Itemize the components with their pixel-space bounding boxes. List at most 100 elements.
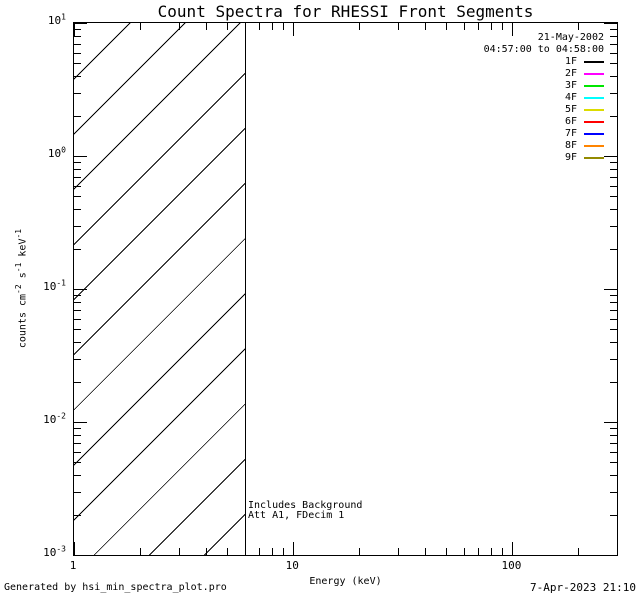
tick — [74, 302, 81, 303]
x-tick-label: 1 — [69, 559, 77, 572]
tick — [610, 226, 617, 227]
tick — [502, 23, 503, 30]
hatched-background-region — [74, 23, 245, 555]
legend-time-range: 04:57:00 to 04:58:00 — [483, 44, 604, 55]
tick — [74, 36, 81, 37]
tick — [610, 342, 617, 343]
tick — [446, 23, 447, 30]
tick — [74, 169, 81, 170]
tick — [74, 435, 81, 436]
legend-color-line — [584, 109, 604, 111]
tick — [610, 177, 617, 178]
tick — [293, 542, 294, 555]
tick — [398, 23, 399, 30]
tick — [179, 23, 180, 30]
tick — [227, 548, 228, 555]
tick — [610, 382, 617, 383]
tick — [610, 63, 617, 64]
tick — [74, 186, 81, 187]
legend-label: 1F — [564, 56, 577, 67]
legend-row: 5F — [484, 104, 604, 116]
legend-label: 9F — [564, 152, 577, 163]
tick — [74, 196, 81, 197]
tick — [74, 53, 81, 54]
tick — [206, 548, 207, 555]
legend-label: 5F — [564, 104, 577, 115]
tick — [610, 310, 617, 311]
x-tick-label: 10 — [285, 559, 299, 572]
legend-color-line — [584, 85, 604, 87]
y-tick-label: 10-3 — [43, 544, 66, 559]
annotation-attenuator-state: Att A1, FDecim 1 — [248, 510, 345, 521]
tick — [283, 23, 284, 30]
x-axis-title: Energy (keV) — [309, 576, 382, 587]
y-tick-label: 100 — [47, 145, 66, 160]
tick — [478, 23, 479, 30]
tick — [610, 492, 617, 493]
tick — [227, 23, 228, 30]
tick — [610, 435, 617, 436]
tick — [610, 319, 617, 320]
legend-label: 4F — [564, 92, 577, 103]
tick — [610, 36, 617, 37]
tick — [610, 329, 617, 330]
tick — [140, 23, 141, 30]
plot-area: 21-May-2002 04:57:00 to 04:58:00 1F 2F 3F 4… — [73, 22, 618, 556]
y-axis-title: counts cm-2 s-1 keV-1 — [14, 228, 29, 349]
legend: 21-May-2002 04:57:00 to 04:58:00 1F 2F 3F 4… — [484, 32, 604, 164]
tick — [610, 93, 617, 94]
tick — [610, 302, 617, 303]
tick — [610, 186, 617, 187]
tick — [74, 44, 81, 45]
tick — [578, 23, 579, 30]
tick — [478, 548, 479, 555]
tick — [245, 23, 246, 30]
legend-row: 1F — [484, 56, 604, 68]
tick — [74, 209, 81, 210]
tick — [74, 226, 81, 227]
legend-label: 6F — [564, 116, 577, 127]
tick — [610, 443, 617, 444]
tick — [74, 177, 81, 178]
tick — [604, 422, 617, 423]
tick — [604, 23, 617, 24]
legend-color-line — [584, 157, 604, 159]
x-tick-label: 100 — [501, 559, 522, 572]
tick — [74, 542, 75, 555]
tick — [259, 23, 260, 30]
tick — [74, 76, 81, 77]
tick — [74, 422, 87, 423]
legend-row: 2F — [484, 68, 604, 80]
tick — [259, 548, 260, 555]
tick — [283, 548, 284, 555]
tick — [74, 428, 81, 429]
tick — [502, 548, 503, 555]
tick — [425, 23, 426, 30]
legend-label: 7F — [564, 128, 577, 139]
tick — [74, 295, 81, 296]
tick — [491, 548, 492, 555]
tick — [359, 548, 360, 555]
tick — [245, 548, 246, 555]
tick — [604, 289, 617, 290]
tick — [610, 295, 617, 296]
tick — [74, 249, 81, 250]
legend-row: 8F — [484, 140, 604, 152]
tick — [74, 555, 87, 556]
tick — [74, 162, 81, 163]
tick — [512, 23, 513, 36]
tick — [491, 23, 492, 30]
legend-color-line — [584, 97, 604, 99]
tick — [610, 116, 617, 117]
tick — [610, 452, 617, 453]
plot-annotation: Includes Background Att A1, FDecim 1 — [248, 501, 362, 521]
tick — [398, 548, 399, 555]
legend-row: 3F — [484, 80, 604, 92]
tick — [74, 63, 81, 64]
tick — [464, 548, 465, 555]
y-tick-label: 10-1 — [43, 278, 66, 293]
tick — [74, 319, 81, 320]
tick — [74, 462, 81, 463]
tick — [610, 196, 617, 197]
tick — [293, 23, 294, 36]
